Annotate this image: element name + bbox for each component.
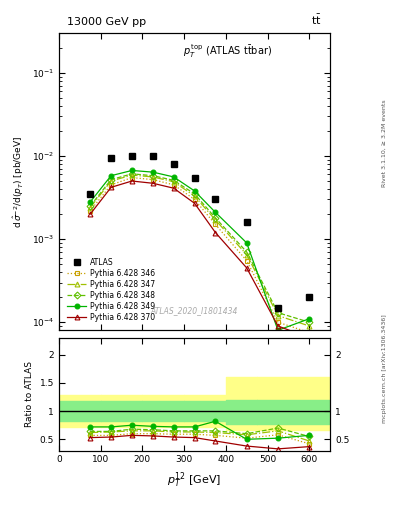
Pythia 6.428 348 (88, 203, 93, 209)
ATLAS (171, 161, 176, 167)
Pythia 6.428 370 (192, 200, 197, 206)
Pythia 6.428 370 (130, 178, 134, 184)
Pythia 6.428 370 (275, 323, 280, 329)
Pythia 6.428 346 (275, 319, 280, 325)
Pythia 6.428 347 (88, 204, 93, 210)
X-axis label: $p_T^{12}$ [GeV]: $p_T^{12}$ [GeV] (167, 470, 222, 489)
Pythia 6.428 348 (192, 191, 197, 197)
Line: Pythia 6.428 348: Pythia 6.428 348 (88, 172, 312, 325)
Pythia 6.428 346 (213, 221, 218, 227)
Pythia 6.428 348 (109, 177, 114, 183)
Pythia 6.428 370 (171, 185, 176, 191)
Text: $p_T^{\,\mathrm{top}}$ (ATLAS t$\bar{\mathrm{t}}$bar): $p_T^{\,\mathrm{top}}$ (ATLAS t$\bar{\ma… (183, 42, 272, 60)
Text: 13000 GeV pp: 13000 GeV pp (67, 17, 146, 27)
ATLAS (130, 153, 134, 159)
Pythia 6.428 348 (171, 177, 176, 183)
ATLAS (307, 294, 312, 300)
Pythia 6.428 349 (275, 327, 280, 333)
Pythia 6.428 349 (109, 173, 114, 179)
Pythia 6.428 349 (88, 199, 93, 205)
Pythia 6.428 370 (109, 184, 114, 190)
Pythia 6.428 347 (171, 179, 176, 185)
ATLAS (213, 197, 218, 203)
Pythia 6.428 346 (109, 182, 114, 188)
Text: $\mathrm{t}\bar{\mathrm{t}}$: $\mathrm{t}\bar{\mathrm{t}}$ (311, 13, 322, 27)
Pythia 6.428 347 (109, 178, 114, 184)
Pythia 6.428 370 (88, 211, 93, 217)
Pythia 6.428 370 (307, 335, 312, 341)
Pythia 6.428 346 (130, 175, 134, 181)
ATLAS (192, 175, 197, 181)
Pythia 6.428 348 (244, 249, 249, 255)
Pythia 6.428 346 (88, 207, 93, 214)
Pythia 6.428 346 (192, 197, 197, 203)
Y-axis label: Ratio to ATLAS: Ratio to ATLAS (25, 361, 34, 427)
Line: Pythia 6.428 370: Pythia 6.428 370 (88, 179, 312, 340)
Line: ATLAS: ATLAS (87, 153, 312, 311)
Pythia 6.428 349 (244, 240, 249, 246)
Pythia 6.428 349 (307, 316, 312, 322)
Text: Rivet 3.1.10, ≥ 3.2M events: Rivet 3.1.10, ≥ 3.2M events (382, 99, 387, 187)
Pythia 6.428 346 (171, 182, 176, 188)
Pythia 6.428 347 (275, 312, 280, 318)
Legend: ATLAS, Pythia 6.428 346, Pythia 6.428 347, Pythia 6.428 348, Pythia 6.428 349, P: ATLAS, Pythia 6.428 346, Pythia 6.428 34… (66, 257, 156, 324)
Text: ATLAS_2020_I1801434: ATLAS_2020_I1801434 (151, 306, 238, 315)
Pythia 6.428 370 (151, 180, 155, 186)
Pythia 6.428 349 (151, 169, 155, 175)
Pythia 6.428 347 (192, 193, 197, 199)
ATLAS (244, 219, 249, 225)
ATLAS (275, 305, 280, 311)
Pythia 6.428 349 (171, 174, 176, 180)
Y-axis label: $\mathrm{d}\,\hat{\sigma}^{-2}/\mathrm{d}\left(p_T\right)$ [pb/GeV]: $\mathrm{d}\,\hat{\sigma}^{-2}/\mathrm{d… (11, 136, 26, 228)
Pythia 6.428 347 (130, 172, 134, 178)
Line: Pythia 6.428 349: Pythia 6.428 349 (88, 168, 312, 333)
Pythia 6.428 346 (244, 258, 249, 264)
Pythia 6.428 349 (192, 188, 197, 194)
Pythia 6.428 348 (130, 171, 134, 177)
Pythia 6.428 348 (151, 173, 155, 179)
Line: Pythia 6.428 346: Pythia 6.428 346 (88, 175, 312, 335)
Pythia 6.428 346 (307, 330, 312, 336)
Pythia 6.428 349 (213, 209, 218, 216)
Pythia 6.428 349 (130, 167, 134, 174)
Pythia 6.428 347 (213, 217, 218, 223)
Pythia 6.428 348 (213, 215, 218, 221)
Text: mcplots.cern.ch [arXiv:1306.3436]: mcplots.cern.ch [arXiv:1306.3436] (382, 314, 387, 423)
Pythia 6.428 370 (213, 229, 218, 236)
Pythia 6.428 347 (151, 174, 155, 180)
Pythia 6.428 348 (307, 319, 312, 325)
ATLAS (109, 155, 114, 161)
ATLAS (151, 153, 155, 159)
Line: Pythia 6.428 347: Pythia 6.428 347 (88, 173, 312, 328)
Pythia 6.428 347 (307, 323, 312, 329)
Pythia 6.428 348 (275, 310, 280, 316)
Pythia 6.428 347 (244, 251, 249, 258)
ATLAS (88, 191, 93, 197)
Pythia 6.428 346 (151, 177, 155, 183)
Pythia 6.428 370 (244, 265, 249, 271)
